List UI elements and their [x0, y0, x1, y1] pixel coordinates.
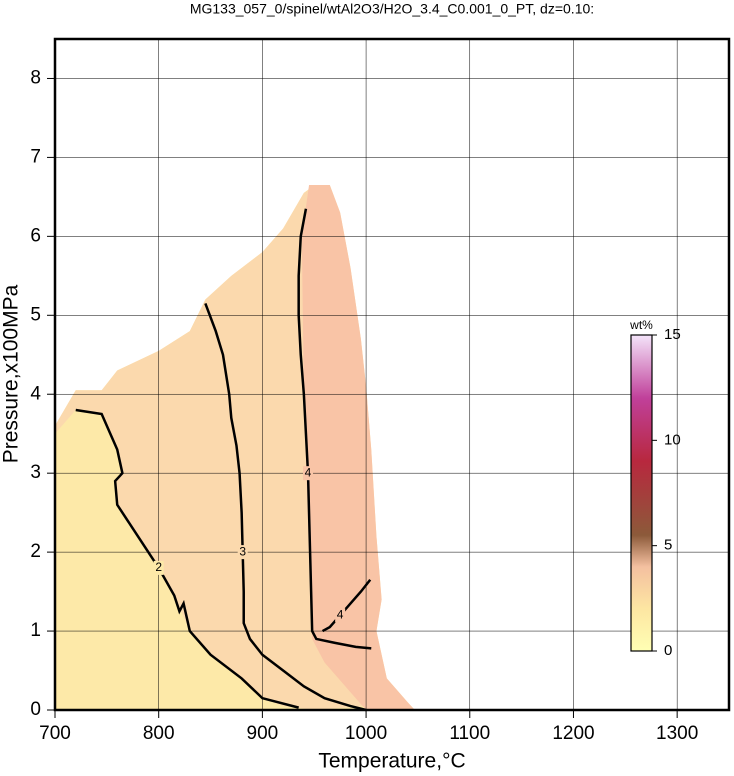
contour-label: 4	[305, 465, 312, 479]
contour-line	[297, 208, 372, 650]
contour-label-bg	[153, 560, 164, 575]
x-tick-label: 1000	[345, 723, 387, 744]
y-axis-title: Pressure,x100MPa	[0, 284, 23, 463]
contour-label-bg	[237, 545, 248, 560]
contour-fill	[55, 188, 367, 711]
contour-label-bg	[335, 608, 346, 623]
contour-label: 3	[239, 544, 246, 558]
x-tick-label: 800	[143, 723, 175, 744]
colorbar-tick-label: 15	[664, 326, 681, 343]
x-tick-label: 900	[247, 723, 279, 744]
y-tick-label: 8	[30, 67, 41, 88]
y-tick-label: 0	[30, 699, 41, 720]
y-tick-label: 1	[30, 620, 41, 641]
x-tick-label: 1300	[656, 723, 698, 744]
contour-line	[321, 578, 372, 633]
y-tick-label: 5	[30, 304, 41, 325]
colorbar-title: wt%	[629, 318, 653, 332]
x-axis-title: Temperature,°C	[318, 750, 465, 773]
contour-line	[204, 303, 367, 712]
chart-title: MG133_057_0/spinel/wtAl2O3/H2O_3.4_C0.00…	[190, 1, 594, 17]
x-tick-label: 1100	[449, 723, 490, 744]
y-tick-label: 4	[30, 383, 41, 404]
plot-frame	[53, 37, 731, 712]
y-tick-label: 2	[30, 541, 41, 562]
y-tick-label: 3	[30, 462, 41, 483]
contour-label: 4	[337, 607, 344, 621]
contour-line	[75, 408, 299, 709]
x-tick-label: 700	[39, 723, 71, 744]
colorbar-tick-label: 5	[664, 537, 672, 554]
colorbar-tick-label: 0	[664, 642, 672, 659]
contour-label: 2	[155, 560, 162, 574]
y-tick-label: 6	[30, 225, 41, 246]
y-tick-label: 7	[30, 146, 41, 167]
colorbar-tick-label: 10	[664, 431, 681, 448]
contour-label-bg	[303, 466, 314, 481]
contour-fill	[301, 185, 415, 710]
colorbar	[630, 334, 653, 652]
x-tick-label: 1200	[552, 723, 594, 744]
